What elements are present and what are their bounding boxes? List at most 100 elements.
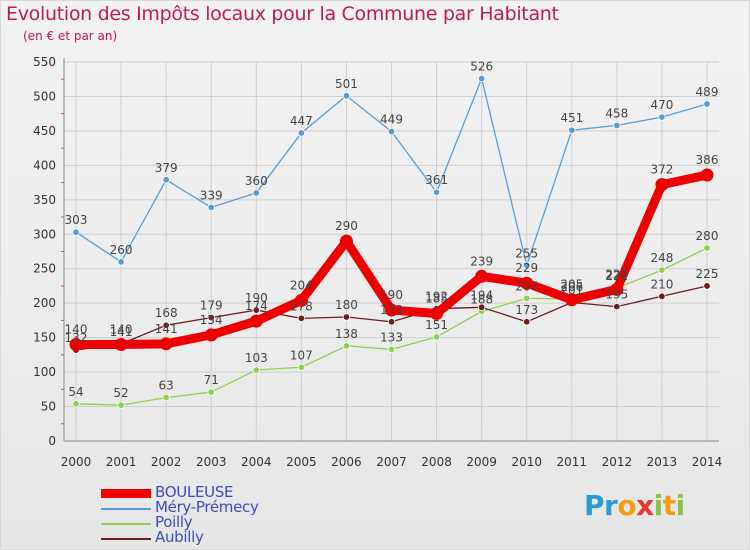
data-point-poilly [297, 363, 306, 371]
data-label-mery-premecy: 339 [200, 188, 223, 202]
legend-label-poilly: Poilly [155, 513, 193, 531]
legend-item-poilly: Poilly [101, 513, 361, 531]
data-label-bouleuse: 154 [200, 313, 223, 327]
data-label-poilly: 138 [335, 327, 358, 341]
data-label-poilly: 52 [113, 386, 128, 400]
data-label-poilly: 222 [605, 269, 628, 283]
data-label-bouleuse: 205 [560, 278, 583, 292]
y-tick-label: 500 [33, 89, 56, 103]
x-tick-label: 2006 [331, 455, 362, 469]
data-label-aubilly: 201 [560, 283, 583, 297]
data-label-poilly: 207 [515, 279, 538, 293]
data-label-mery-premecy: 360 [245, 174, 268, 188]
data-label-poilly: 248 [650, 251, 673, 265]
legend-label-aubilly: Aubilly [155, 528, 204, 546]
data-label-poilly: 103 [245, 351, 268, 365]
data-label-mery-premecy: 260 [110, 243, 133, 257]
x-tick-label: 2000 [61, 455, 92, 469]
data-label-poilly: 188 [470, 292, 493, 306]
x-tick-label: 2007 [376, 455, 407, 469]
data-point-aubilly [387, 318, 396, 326]
data-label-mery-premecy: 489 [696, 85, 719, 99]
data-label-bouleuse: 290 [335, 219, 358, 233]
data-point-poilly [432, 333, 441, 341]
data-label-aubilly: 190 [245, 291, 268, 305]
data-label-mery-premecy: 379 [155, 161, 178, 175]
legend-swatch-bouleuse [101, 489, 151, 498]
legend-item-aubilly: Aubilly [101, 528, 361, 546]
data-point-poilly [252, 366, 260, 374]
data-label-poilly: 133 [380, 330, 403, 344]
chart-subtitle: (en € et par an) [23, 29, 118, 43]
x-tick-label: 2001 [106, 455, 137, 469]
x-tick-label: 2011 [557, 455, 588, 469]
data-label-mery-premecy: 361 [425, 173, 448, 187]
y-tick-label: 550 [33, 55, 56, 69]
x-tick-label: 2010 [511, 455, 542, 469]
data-label-bouleuse: 386 [696, 153, 719, 167]
data-point-aubilly [703, 282, 711, 290]
data-label-poilly: 280 [696, 229, 719, 243]
x-tick-label: 2005 [286, 455, 317, 469]
data-point-aubilly [297, 314, 306, 323]
data-label-mery-premecy: 526 [470, 60, 493, 74]
legend-item-mery-premecy: Méry-Prémecy [101, 498, 361, 516]
data-point-bouleuse [159, 337, 173, 351]
data-point-mery-premecy [613, 121, 621, 130]
data-label-bouleuse: 204 [290, 278, 313, 292]
data-point-bouleuse [114, 338, 128, 352]
y-tick-label: 350 [33, 193, 56, 207]
proxiti-logo: Proxiti [584, 489, 685, 522]
data-point-bouleuse [520, 276, 534, 290]
legend-item-bouleuse: BOULEUSE [101, 483, 361, 501]
data-point-mery-premecy [523, 261, 531, 269]
series-layer [69, 74, 714, 409]
data-point-aubilly [162, 321, 170, 329]
y-tick-label: 400 [33, 158, 56, 172]
data-label-poilly: 151 [425, 318, 448, 332]
data-label-aubilly: 195 [605, 288, 628, 302]
data-label-aubilly: 141 [110, 325, 133, 339]
data-label-poilly: 54 [68, 385, 83, 399]
data-label-mery-premecy: 458 [605, 106, 628, 120]
data-label-bouleuse: 229 [515, 261, 538, 275]
data-label-aubilly: 178 [290, 299, 313, 313]
x-tick-label: 2013 [647, 455, 678, 469]
data-point-mery-premecy [342, 92, 351, 100]
data-point-poilly [117, 401, 125, 409]
data-point-bouleuse [565, 293, 579, 307]
data-point-bouleuse [69, 338, 83, 352]
data-point-bouleuse [204, 328, 218, 342]
data-point-bouleuse [385, 303, 398, 317]
data-point-bouleuse [610, 282, 624, 296]
data-point-bouleuse [339, 234, 353, 248]
data-point-bouleuse [475, 269, 489, 283]
data-label-mery-premecy: 449 [380, 113, 403, 127]
data-point-bouleuse [700, 168, 714, 182]
legend-swatch-aubilly [101, 538, 151, 540]
data-point-poilly [342, 342, 351, 350]
data-label-aubilly: 132 [65, 331, 88, 345]
data-point-mery-premecy [387, 127, 396, 136]
chart-title: Evolution des Impôts locaux pour la Comm… [6, 3, 559, 25]
data-point-mery-premecy [252, 189, 260, 197]
y-tick-label: 0 [48, 434, 56, 448]
x-tick-label: 2012 [602, 455, 633, 469]
data-label-bouleuse: 372 [650, 163, 673, 177]
data-label-aubilly: 179 [200, 299, 223, 313]
data-point-aubilly [477, 303, 486, 312]
data-label-bouleuse: 220 [605, 267, 628, 281]
data-label-mery-premecy: 501 [335, 77, 358, 91]
legend-swatch-mery-premecy [101, 508, 151, 510]
data-point-aubilly [658, 292, 666, 300]
y-tick-label: 450 [33, 124, 56, 138]
data-point-poilly [207, 388, 215, 396]
data-label-bouleuse: 185 [425, 292, 448, 306]
x-tick-label: 2009 [466, 455, 497, 469]
data-point-mery-premecy [432, 188, 441, 196]
data-label-bouleuse: 239 [470, 254, 493, 268]
y-tick-label: 200 [33, 296, 56, 310]
data-label-poilly: 206 [560, 280, 583, 294]
data-label-aubilly: 192 [425, 290, 448, 304]
